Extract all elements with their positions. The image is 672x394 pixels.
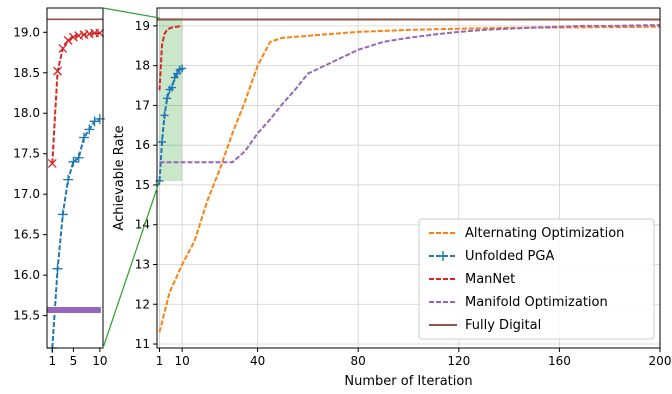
legend-label-fully-digital: Fully Digital — [465, 318, 541, 333]
main-series-unfolded-pga — [158, 67, 183, 182]
inset-point-mannet — [95, 28, 105, 38]
inset-point-unfolded-pga — [68, 156, 79, 167]
inset-point-mannet — [68, 32, 78, 42]
inset-point-unfolded-pga — [73, 152, 84, 163]
main-axes-frame — [156, 7, 661, 349]
zoom-connector-top — [102, 7, 160, 19]
legend-label-manifold-optimization: Manifold Optimization — [465, 295, 608, 310]
main-point-unfolded-pga — [158, 138, 167, 147]
inset-point-mannet — [47, 158, 57, 168]
main-x-tick-label: 1 — [156, 354, 164, 368]
main-y-axis-label: Achievable Rate — [112, 125, 127, 230]
main-series-mannet — [158, 25, 183, 91]
main-point-unfolded-pga — [160, 111, 169, 120]
inset-y-tick-label: 15.5 — [13, 309, 40, 323]
inset-point-unfolded-pga — [78, 132, 89, 143]
main-series-alternating-optimization — [158, 25, 661, 333]
zoom-region-box — [159, 17, 183, 181]
legend-label-mannet: ManNet — [465, 272, 515, 287]
inset-point-mannet — [58, 44, 68, 53]
legend-label-unfolded-pga: Unfolded PGA — [465, 249, 554, 264]
inset-point-unfolded-pga — [57, 209, 68, 220]
main-x-axis-label: Number of Iteration — [344, 374, 472, 389]
main-y-tick-label: 17 — [135, 98, 150, 112]
main-y-tick-label: 12 — [135, 297, 150, 311]
main-x-tick-label: 120 — [447, 354, 470, 368]
inset-point-unfolded-pga — [63, 174, 74, 185]
main-y-tick-label: 18 — [135, 59, 150, 73]
inset-zoom-panel: 1 5 10 15.5 16.0 16.5 17.0 17.5 18.0 18.5 19.0 — [13, 7, 107, 368]
inset-y-tick-label: 17.0 — [13, 187, 40, 201]
main-point-unfolded-pga — [163, 94, 172, 103]
inset-y-tick-label: 18.0 — [13, 106, 40, 120]
main-x-tick-label: 200 — [649, 354, 672, 368]
main-point-unfolded-pga — [168, 83, 177, 92]
zoom-connector-bottom — [102, 180, 161, 349]
zoom-connectors — [102, 7, 161, 349]
main-y-tick-label: 11 — [135, 337, 150, 351]
inset-x-tick-label: 1 — [48, 354, 56, 368]
inset-y-tick-label: 16.5 — [13, 228, 40, 242]
legend-box — [418, 218, 655, 340]
inset-point-unfolded-pga — [52, 263, 63, 274]
legend-label-alternating-optimization: Alternating Optimization — [465, 226, 624, 241]
inset-x-tick-label: 5 — [70, 354, 78, 368]
inset-y-tick-label: 19.0 — [13, 25, 40, 39]
inset-point-mannet — [53, 66, 63, 76]
inset-point-unfolded-pga — [84, 124, 95, 135]
main-y-tick-label: 13 — [135, 257, 150, 271]
main-x-tick-label: 80 — [351, 354, 366, 368]
inset-y-tick-label: 17.5 — [13, 147, 40, 161]
main-y-tick-label: 16 — [135, 138, 150, 152]
inset-series-mannet — [51, 32, 100, 164]
legend: Alternating Optimization Unfolded PGA ManN… — [418, 218, 655, 340]
main-series-manifold-optimization — [159, 24, 661, 164]
inset-series-unfolded-pga — [51, 117, 101, 349]
main-panel: 1 10 40 80 120 160 200 11 12 13 14 15 16 17 18 19 Number… — [112, 7, 672, 389]
inset-point-unfolded-pga — [89, 116, 100, 127]
main-y-tick-label: 14 — [135, 218, 150, 232]
legend-marker-unfolded-pga — [438, 251, 448, 261]
inset-y-tick-label: 16.0 — [13, 268, 40, 282]
main-y-tick-label: 15 — [135, 178, 150, 192]
main-x-tick-label: 40 — [250, 354, 265, 368]
main-y-tick-label: 19 — [135, 19, 150, 33]
inset-y-tick-label: 18.5 — [13, 66, 40, 80]
inset-point-mannet — [63, 35, 73, 45]
main-x-tick-label: 10 — [175, 354, 190, 368]
inset-x-tick-label: 10 — [92, 354, 107, 368]
inset-axes-frame — [46, 7, 104, 349]
main-x-tick-label: 160 — [548, 354, 571, 368]
main-point-unfolded-pga — [178, 64, 187, 73]
